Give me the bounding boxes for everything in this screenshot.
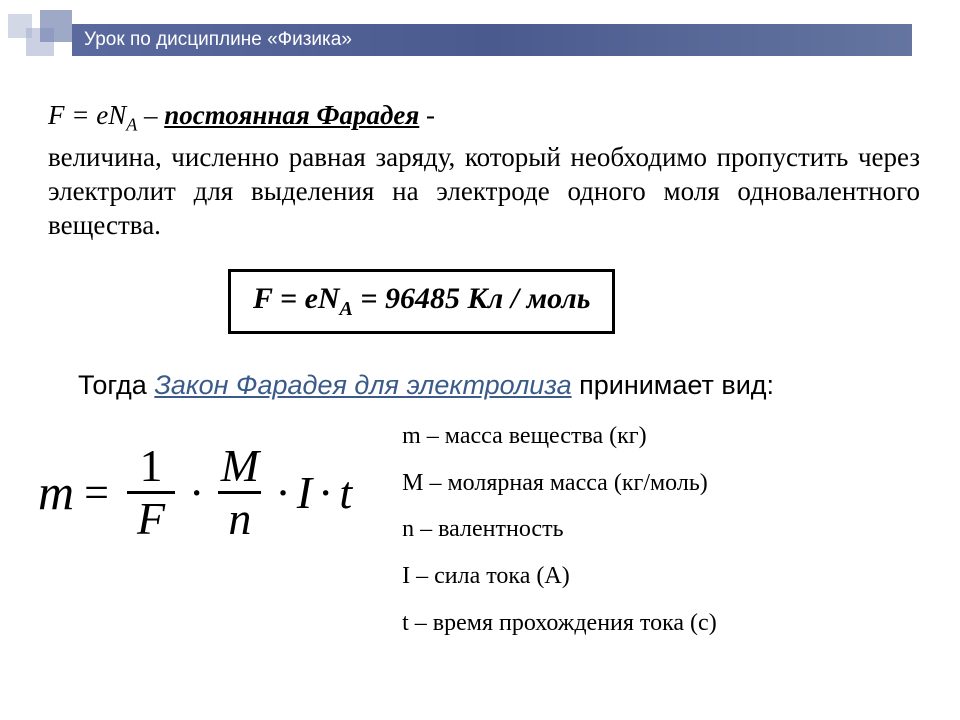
fraction-1-over-F: 1 F: [127, 443, 175, 542]
faraday-law-link: Закон Фарадея для электролиза: [154, 370, 571, 400]
main-formula: m = 1 F · M n · I · t: [38, 443, 352, 542]
var-t: t: [339, 466, 352, 519]
legend-item: M – молярная масса (кг/моль): [402, 460, 717, 507]
var-m: m: [38, 463, 74, 521]
trailing-dash: -: [419, 100, 435, 130]
deco-square: [40, 10, 72, 42]
header-title: Урок по дисциплине «Физика»: [84, 29, 352, 51]
faraday-description: величина, численно равная заряду, которы…: [48, 141, 920, 242]
frac1-den: F: [127, 491, 175, 542]
then-line: Тогда Закон Фарадея для электролиза прин…: [78, 368, 920, 403]
then-suffix: принимает вид:: [572, 370, 774, 400]
frac2-den: n: [218, 491, 261, 542]
frac1-num: 1: [139, 443, 162, 491]
formula-and-legend-row: m = 1 F · M n · I · t m – масса вещества…: [48, 413, 920, 647]
legend-item: t – время прохождения тока (с): [402, 600, 717, 647]
legend-item: n – валентность: [402, 506, 717, 553]
legend: m – масса вещества (кг) M – молярная мас…: [402, 413, 717, 647]
formula-subscript: A: [126, 114, 137, 134]
formula-lhs: F = eN: [48, 100, 126, 130]
boxed-lhs: F = eN: [253, 282, 340, 315]
equals: =: [84, 467, 109, 518]
multiply-dot: ·: [318, 466, 333, 519]
frac2-num: M: [221, 443, 259, 491]
var-I: I: [297, 466, 312, 519]
then-prefix: Тогда: [78, 370, 154, 400]
fraction-M-over-n: M n: [218, 443, 261, 542]
legend-item: I – сила тока (А): [402, 553, 717, 600]
multiply-dot: ·: [189, 466, 204, 519]
faraday-name: постоянная Фарадея: [164, 100, 419, 130]
boxed-formula: F = eNA = 96485 Кл / моль: [228, 269, 615, 334]
dash: –: [137, 100, 164, 130]
faraday-constant-line: F = eNA – постоянная Фарадея -: [48, 100, 920, 135]
header-bar: Урок по дисциплине «Физика»: [72, 24, 912, 56]
legend-item: m – масса вещества (кг): [402, 413, 717, 460]
slide-content: F = eNA – постоянная Фарадея - величина,…: [48, 100, 920, 647]
multiply-dot: ·: [275, 466, 290, 519]
boxed-sub: A: [340, 298, 353, 320]
boxed-rhs: = 96485 Кл / моль: [353, 282, 591, 315]
